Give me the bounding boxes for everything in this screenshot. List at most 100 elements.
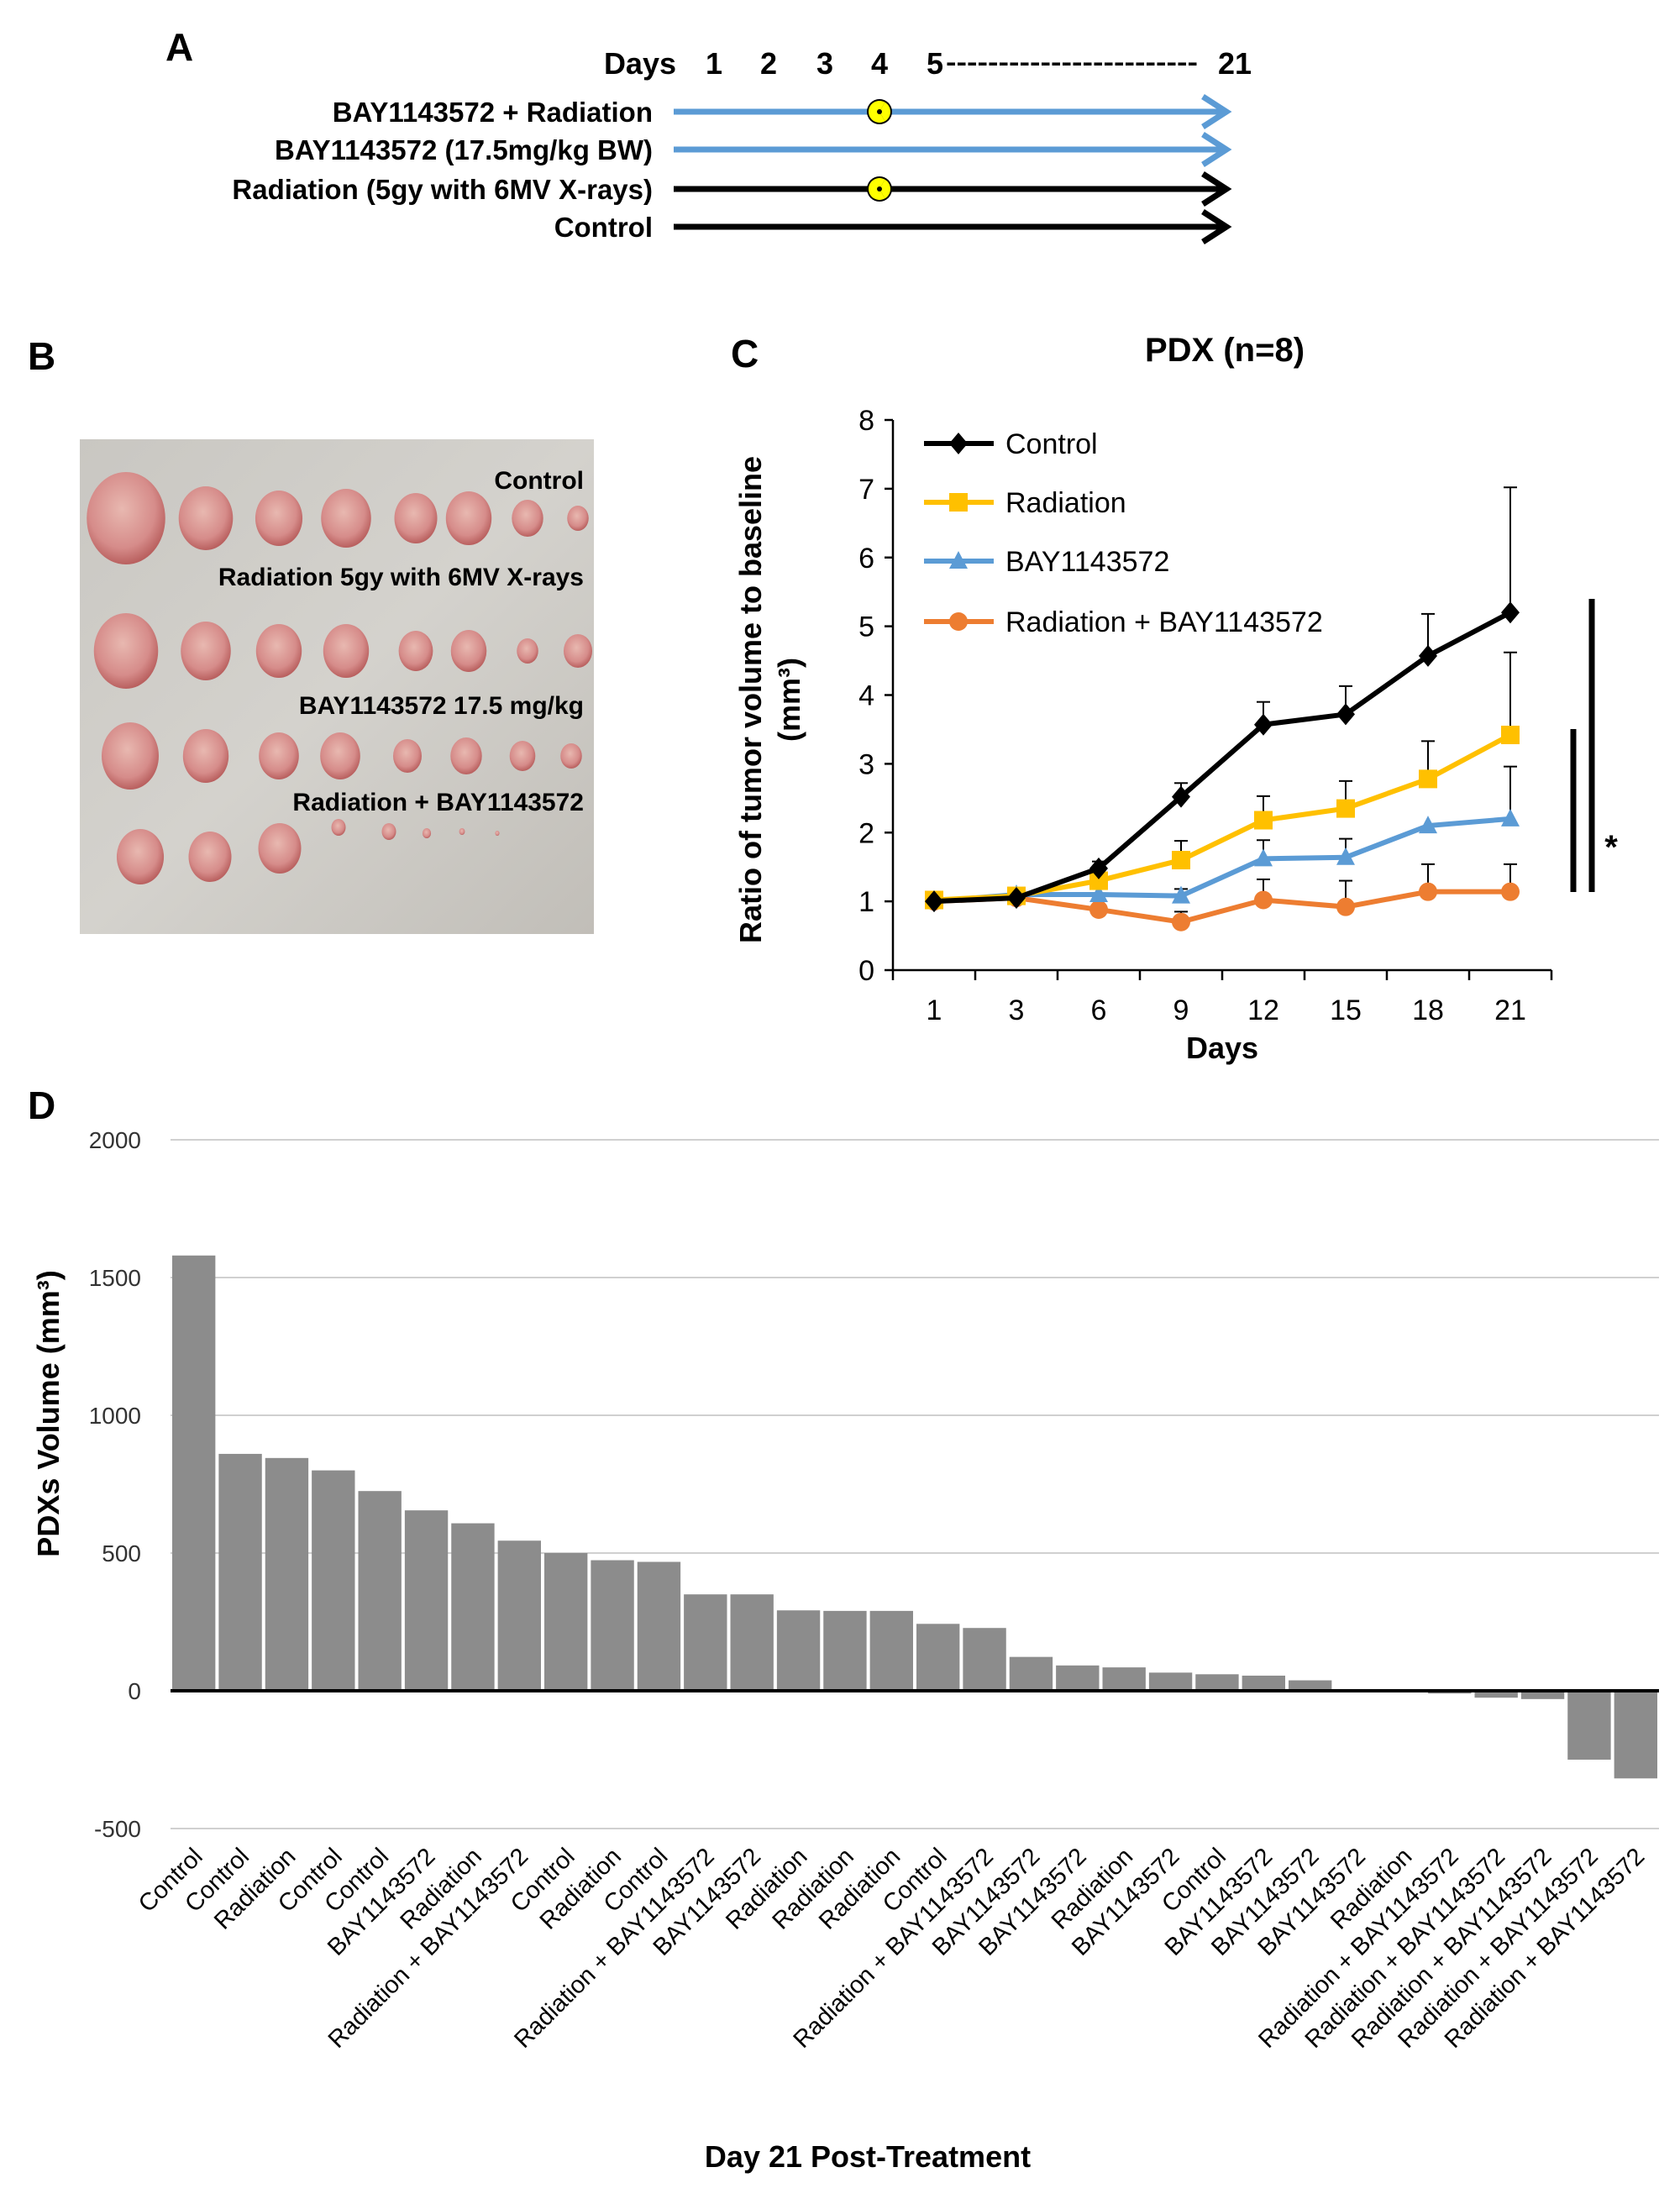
day-1: 1 xyxy=(706,46,722,81)
data-point xyxy=(1172,912,1190,931)
bar xyxy=(869,1610,913,1691)
data-point xyxy=(1089,884,1108,902)
bar xyxy=(1474,1691,1518,1698)
bar xyxy=(404,1510,449,1691)
bar xyxy=(1242,1675,1285,1691)
data-point xyxy=(1336,799,1355,818)
panel-label-d: D xyxy=(28,1084,55,1127)
tumor xyxy=(450,630,487,672)
radiation-blade xyxy=(879,102,890,122)
bar xyxy=(776,1610,821,1691)
tumor xyxy=(393,739,422,773)
bar xyxy=(637,1561,681,1691)
days-label: Days xyxy=(604,46,676,81)
y-tick-label: 7 xyxy=(858,474,874,506)
schedule-row-label: Control xyxy=(554,212,653,243)
radiation-center xyxy=(877,109,882,114)
day-21: 21 xyxy=(1218,46,1252,81)
bar xyxy=(358,1491,402,1691)
radiation-blade xyxy=(879,179,890,199)
tumor xyxy=(182,729,229,783)
photo-label-control: Control xyxy=(494,467,584,495)
data-point xyxy=(1419,882,1437,901)
bar-chart: PDXs Volume (mm³) Day 21 Post-Treatment … xyxy=(31,1127,1659,2174)
treatment-schedule: Days 1 2 3 4 5 ------------------------ … xyxy=(232,46,1252,244)
day-3: 3 xyxy=(816,46,833,81)
tumor xyxy=(512,500,543,537)
radiation-center xyxy=(877,186,882,192)
bar xyxy=(1614,1691,1657,1779)
y-tick-label: 6 xyxy=(858,543,874,575)
tumor xyxy=(87,472,165,564)
y-tick-label: 4 xyxy=(858,680,874,712)
y-tick-label: 1000 xyxy=(89,1403,141,1429)
x-axis-label: Day 21 Post-Treatment xyxy=(705,2139,1031,2174)
y-tick-label: 1 xyxy=(858,886,874,918)
day-5: 5 xyxy=(927,46,943,81)
tumor xyxy=(259,732,299,779)
bar xyxy=(916,1624,960,1691)
y-axis-label: PDXs Volume (mm³) xyxy=(31,1270,66,1556)
photo-label-radiation: Radiation 5gy with 6MV X-rays xyxy=(218,564,584,591)
tumor xyxy=(445,491,492,545)
data-point xyxy=(1419,644,1437,667)
bar xyxy=(963,1628,1006,1691)
schedule-row-label: Radiation (5gy with 6MV X-rays) xyxy=(232,174,653,205)
data-point xyxy=(1419,816,1437,834)
x-tick-label: 21 xyxy=(1494,994,1526,1026)
data-point xyxy=(1336,847,1355,865)
y-axis-label: Ratio of tumor volume to baseline xyxy=(733,456,768,943)
tumor xyxy=(102,722,159,790)
panel-label-b: B xyxy=(28,334,55,378)
schedule-row-label: BAY1143572 (17.5mg/kg BW) xyxy=(275,134,653,165)
y-tick-label: 0 xyxy=(858,955,874,987)
tumor xyxy=(495,831,500,836)
bar xyxy=(823,1610,867,1691)
series-control xyxy=(925,601,1520,913)
y-tick-label: 1500 xyxy=(89,1265,141,1291)
data-point xyxy=(1089,900,1108,919)
legend-marker xyxy=(949,433,968,454)
tumor-photo: Control Radiation 5gy with 6MV X-rays BA… xyxy=(80,439,594,934)
bar xyxy=(1567,1691,1611,1760)
tumor xyxy=(181,622,231,680)
data-point xyxy=(1501,725,1520,744)
legend-label: Control xyxy=(1005,428,1098,460)
data-point xyxy=(1501,882,1520,901)
bar xyxy=(497,1540,541,1691)
bar xyxy=(172,1255,216,1691)
day-4: 4 xyxy=(871,46,888,81)
day-2: 2 xyxy=(760,46,777,81)
legend-marker xyxy=(949,612,968,631)
x-tick-label: 3 xyxy=(1009,994,1025,1026)
y-tick-label: -500 xyxy=(94,1816,141,1842)
data-point xyxy=(1254,713,1273,736)
data-point xyxy=(1419,769,1437,789)
bar xyxy=(1102,1667,1146,1691)
bar xyxy=(1009,1656,1053,1691)
line-chart: PDX (n=8) Ratio of tumor volume to basel… xyxy=(733,332,1618,1065)
tumor xyxy=(560,743,582,769)
tumor xyxy=(331,819,346,836)
data-point xyxy=(925,890,943,913)
series-radiation xyxy=(925,725,1520,910)
bar xyxy=(544,1553,588,1691)
bar xyxy=(1148,1672,1193,1691)
arrowhead-icon xyxy=(1201,171,1232,207)
x-tick-label: 12 xyxy=(1247,994,1279,1026)
legend-label: BAY1143572 xyxy=(1005,546,1169,578)
y-tick-label: 0 xyxy=(128,1678,141,1704)
data-point xyxy=(1501,808,1520,826)
tumor xyxy=(398,631,433,671)
chart-title: PDX (n=8) xyxy=(1145,332,1305,369)
data-point xyxy=(1172,851,1190,869)
data-point xyxy=(1336,703,1355,726)
y-tick-label: 2000 xyxy=(89,1127,141,1153)
x-tick-label: 6 xyxy=(1091,994,1107,1026)
tumor xyxy=(321,489,371,548)
radiation-blade xyxy=(869,189,885,200)
arrowhead-icon xyxy=(1201,209,1232,244)
bar xyxy=(730,1594,774,1691)
day-dashes: ------------------------ xyxy=(946,49,1198,76)
